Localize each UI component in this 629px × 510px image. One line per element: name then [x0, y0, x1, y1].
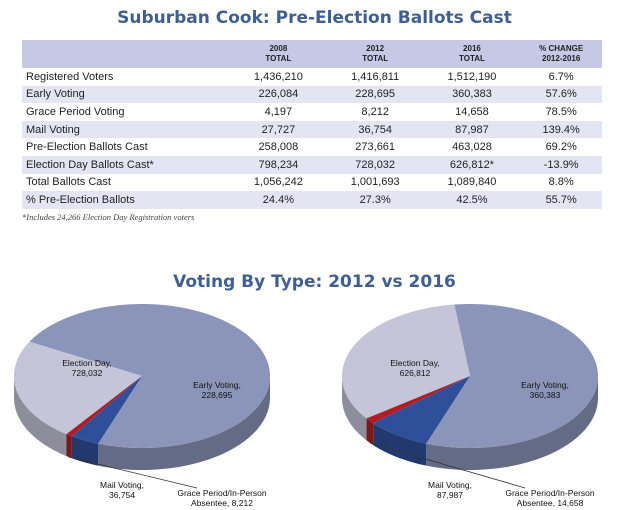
- cell-change: 139.4%: [520, 120, 602, 139]
- cell-2008: 226,084: [230, 85, 327, 104]
- pie-charts: Election Day, 728,032 Early Voting, 228,695…: [14, 304, 598, 508]
- row-label: Total Ballots Cast: [26, 176, 111, 189]
- cell-change: 78.5%: [545, 105, 577, 118]
- cell-2016: 1,089,840: [447, 176, 497, 189]
- row-label: Grace Period Voting: [26, 105, 125, 118]
- early-voting-label: Early Voting, 360,383: [521, 380, 569, 400]
- cell-2016: 463,028: [452, 141, 492, 154]
- mail-voting-side: [71, 436, 99, 466]
- cell-2016: 626,812*: [423, 155, 521, 174]
- cell-2016: 42.5%: [423, 191, 521, 209]
- table-row: Early Voting 226,084 228,695 360,383 57.6%: [22, 85, 602, 104]
- grace-period-label: Grace Period/In-Person Absentee, 14,658: [505, 488, 595, 508]
- table-row: Election Day Ballots Cast* 798,234 728,032…: [22, 155, 602, 174]
- cell-2016: 1,512,190: [447, 70, 497, 83]
- cell-2012: 1,416,811: [351, 70, 400, 83]
- grace-period-slice: [66, 376, 142, 437]
- row-label: Early Voting: [22, 85, 230, 104]
- pie-2012: Election Day, 728,032 Early Voting, 228,695…: [14, 304, 270, 508]
- early-voting-side: [342, 376, 367, 441]
- grace-period-slice: [366, 376, 470, 424]
- pie-2016: Election Day, 626,812 Early Voting, 360,383…: [342, 304, 598, 508]
- early-voting-slice: [14, 341, 142, 435]
- election-day-slice: [426, 304, 598, 448]
- mail-voting-label: Mail Voting, 87,987: [428, 480, 472, 500]
- early-voting-slice: [342, 304, 470, 419]
- cell-2012: 228,695: [326, 85, 424, 104]
- row-label: Mail Voting: [22, 120, 230, 139]
- cell-2012: 273,661: [355, 141, 396, 154]
- mail-voting-label: Mail Voting, 36,754: [100, 480, 144, 500]
- cell-change: 69.2%: [545, 141, 577, 154]
- row-label: Registered Voters: [26, 70, 114, 83]
- row-label: Pre-Election Ballots Cast: [26, 141, 148, 154]
- cell-change: -13.9%: [520, 155, 602, 174]
- cell-2008: 798,234: [230, 155, 327, 174]
- row-label: % Pre-Election Ballots: [22, 191, 230, 209]
- cell-change: 6.7%: [548, 70, 574, 83]
- cell-2008: 27,727: [230, 120, 327, 139]
- header-change: % CHANGE 2012-2016: [520, 40, 602, 68]
- early-voting-side: [14, 376, 67, 457]
- cell-2012: 8,212: [361, 105, 389, 118]
- table-row: % Pre-Election Ballots 24.4% 27.3% 42.5% 55.…: [22, 191, 602, 209]
- mail-voting-slice: [373, 376, 470, 444]
- header-label: [22, 40, 230, 68]
- election-day-side: [426, 376, 598, 470]
- grace-period-leader-line: [69, 456, 198, 489]
- cell-2016: 14,658: [455, 105, 489, 118]
- cell-2012: 1,001,693: [350, 176, 400, 189]
- cell-2008: 1,436,210: [253, 70, 303, 83]
- cell-2012: 728,032: [326, 155, 424, 174]
- mail-voting-slice: [71, 376, 142, 444]
- cell-2016: 87,987: [423, 120, 521, 139]
- header-2012: 2012 TOTAL: [326, 40, 424, 68]
- cell-2016: 360,383: [423, 85, 521, 104]
- grace-period-side: [66, 434, 72, 459]
- table-row: Mail Voting 27,727 36,754 87,987 139.4%: [22, 120, 602, 139]
- table-row: Grace Period Voting 4,197 8,212 14,658 78.5%: [22, 103, 602, 121]
- chart-title: Voting By Type: 2012 vs 2016: [173, 272, 456, 292]
- election-day-label: Election Day, 728,032: [62, 358, 111, 378]
- header-2008: 2008 TOTAL: [230, 40, 327, 68]
- grace-period-leader-line: [369, 442, 526, 489]
- ballots-table: 2008 TOTAL 2012 TOTAL 2016 TOTAL % CHANGE 20…: [22, 40, 602, 209]
- table-row: Pre-Election Ballots Cast 258,008 273,661 4…: [22, 138, 602, 156]
- table-row: Total Ballots Cast 1,056,242 1,001,693 1,08…: [22, 174, 602, 192]
- early-voting-label: Early Voting, 228,695: [193, 380, 241, 400]
- grace-period-label: Grace Period/In-Person Absentee, 8,212: [177, 488, 267, 508]
- cell-change: 57.6%: [520, 85, 602, 104]
- cell-2012: 27.3%: [326, 191, 424, 209]
- cell-2012: 36,754: [326, 120, 424, 139]
- cell-2008: 4,197: [264, 105, 293, 118]
- header-2016: 2016 TOTAL: [423, 40, 521, 68]
- table-header-row: 2008 TOTAL 2012 TOTAL 2016 TOTAL % CHANGE 20…: [22, 40, 602, 68]
- table-title: Suburban Cook: Pre-Election Ballots Cast: [117, 8, 512, 28]
- election-day-slice: [29, 304, 270, 448]
- cell-change: 55.7%: [520, 191, 602, 209]
- footnote: *Includes 24,266 Election Day Registrati…: [22, 212, 195, 222]
- cell-2008: 258,008: [258, 141, 299, 154]
- cell-2008: 24.4%: [230, 191, 327, 209]
- cell-change: 8.8%: [548, 176, 574, 189]
- election-day-label: Election Day, 626,812: [390, 358, 439, 378]
- cell-2008: 1,056,242: [253, 176, 303, 189]
- election-day-side: [98, 376, 270, 470]
- grace-period-side: [366, 418, 374, 446]
- table-row: Registered Voters 1,436,210 1,416,811 1,512…: [22, 68, 602, 86]
- row-label: Election Day Ballots Cast*: [22, 155, 230, 174]
